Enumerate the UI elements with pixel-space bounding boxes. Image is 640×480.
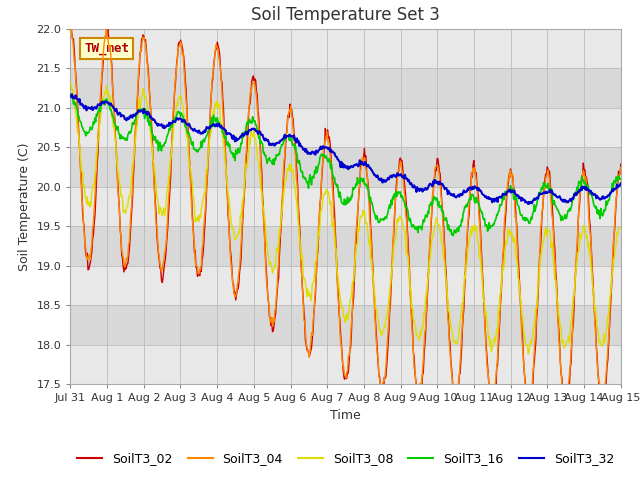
Text: TW_met: TW_met [84,42,129,55]
Title: Soil Temperature Set 3: Soil Temperature Set 3 [251,6,440,24]
Bar [70,0,621,29]
Bar [70,29,621,68]
Bar [70,345,621,384]
X-axis label: Time: Time [330,408,361,421]
Bar [70,187,621,226]
Bar [70,265,621,305]
Bar [70,147,621,187]
Bar [70,226,621,265]
Bar [70,108,621,147]
Bar [70,305,621,345]
Y-axis label: Soil Temperature (C): Soil Temperature (C) [18,142,31,271]
Legend: SoilT3_02, SoilT3_04, SoilT3_08, SoilT3_16, SoilT3_32: SoilT3_02, SoilT3_04, SoilT3_08, SoilT3_… [72,447,619,470]
Bar [70,68,621,108]
